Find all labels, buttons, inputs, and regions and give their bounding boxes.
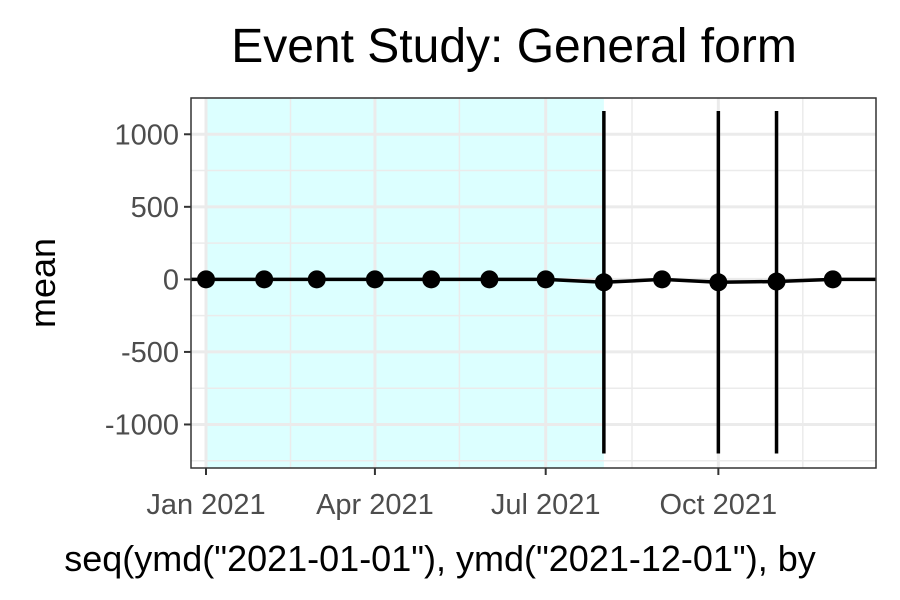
data-point [536, 270, 555, 289]
data-point [480, 270, 499, 289]
x-tick-label: Apr 2021 [316, 489, 434, 521]
y-tick-label: -500 [121, 337, 179, 369]
y-tick-label: -1000 [105, 409, 179, 441]
data-point [594, 273, 613, 292]
data-point [767, 272, 786, 291]
data-point [709, 273, 728, 292]
data-point [255, 270, 274, 289]
data-point [307, 270, 326, 289]
y-tick-label: 1000 [114, 119, 179, 151]
chart-title: Event Study: General form [231, 20, 797, 73]
y-axis-title: mean [22, 238, 63, 328]
data-point [823, 270, 842, 289]
x-tick-label: Jan 2021 [146, 489, 265, 521]
y-tick-label: 500 [131, 192, 179, 224]
x-axis-title: seq(ymd("2021-01-01"), ymd("2021-12-01")… [64, 538, 815, 579]
data-point [422, 270, 441, 289]
data-point [653, 270, 672, 289]
x-tick-label: Oct 2021 [660, 489, 778, 521]
x-tick-label: Jul 2021 [491, 489, 601, 521]
data-point [365, 270, 384, 289]
y-tick-label: 0 [163, 264, 179, 296]
data-point [197, 270, 216, 289]
plot-border [190, 97, 877, 469]
